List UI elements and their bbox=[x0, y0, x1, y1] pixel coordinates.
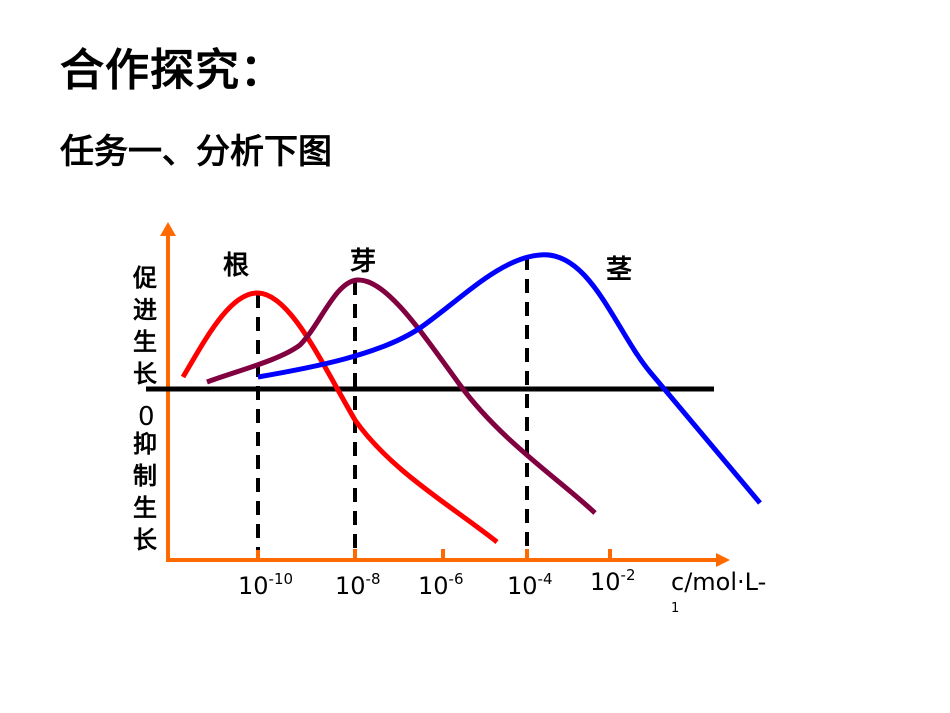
svg-text:长: 长 bbox=[133, 360, 158, 388]
label-root: 根 bbox=[223, 251, 249, 281]
svg-text:抑: 抑 bbox=[133, 430, 157, 458]
svg-text:10-8: 10-8 bbox=[335, 570, 381, 600]
label-bud: 芽 bbox=[350, 247, 376, 277]
x-axis-ticks bbox=[256, 549, 612, 560]
y-label-promote: 促 进 生 长 bbox=[132, 264, 158, 388]
svg-text:生: 生 bbox=[133, 328, 157, 356]
x-axis-arrow-icon bbox=[716, 553, 730, 567]
y-axis-arrow-icon bbox=[160, 222, 176, 236]
svg-text:长: 长 bbox=[133, 526, 158, 554]
svg-text:10-6: 10-6 bbox=[418, 570, 464, 600]
curve-stem bbox=[257, 252, 762, 505]
task-subtitle: 任务一、分析下图 bbox=[60, 132, 332, 172]
origin-label: 0 bbox=[138, 402, 155, 432]
svg-text:生: 生 bbox=[133, 494, 157, 522]
page-title: 合作探究： bbox=[60, 45, 285, 96]
svg-text:10-2: 10-2 bbox=[590, 566, 636, 596]
svg-text:10-10: 10-10 bbox=[238, 570, 293, 600]
curve-bud bbox=[206, 277, 597, 515]
x-axis-unit-exponent: 1 bbox=[671, 601, 679, 616]
svg-text:10-4: 10-4 bbox=[507, 570, 553, 600]
curve-root bbox=[180, 290, 499, 544]
optimum-dashed-lines bbox=[256, 256, 529, 550]
label-stem: 茎 bbox=[606, 255, 632, 285]
y-label-inhibit: 抑 制 生 长 bbox=[133, 430, 158, 554]
x-axis-unit: c/mol·L- bbox=[671, 568, 766, 596]
svg-text:制: 制 bbox=[133, 462, 157, 490]
svg-text:促: 促 bbox=[132, 264, 157, 292]
svg-text:进: 进 bbox=[133, 296, 157, 324]
x-tick-labels: 10-10 10-8 10-6 10-4 10-2 bbox=[238, 566, 636, 600]
